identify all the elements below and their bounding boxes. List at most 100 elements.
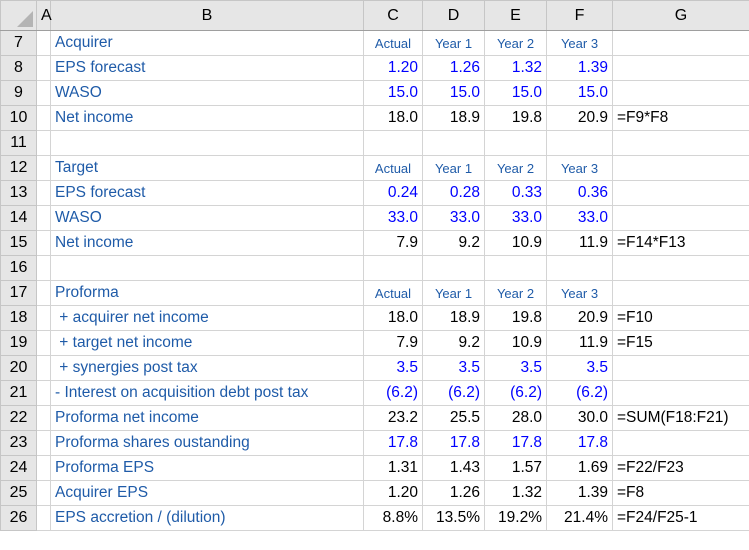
value-cell[interactable]: 15.0: [422, 80, 485, 106]
value-cell[interactable]: [546, 255, 613, 281]
formula-note-cell[interactable]: =F24/F25-1: [612, 505, 749, 531]
cell-a[interactable]: [36, 180, 51, 206]
value-cell[interactable]: 3.5: [422, 355, 485, 381]
value-cell[interactable]: [422, 130, 485, 156]
row-label-cell[interactable]: WASO: [50, 80, 364, 106]
row-header[interactable]: 10: [0, 105, 37, 131]
formula-note-cell[interactable]: [612, 55, 749, 81]
row-header[interactable]: 23: [0, 430, 37, 456]
row-label-cell[interactable]: WASO: [50, 205, 364, 231]
row-header[interactable]: 8: [0, 55, 37, 81]
row-label-cell[interactable]: Target: [50, 155, 364, 181]
value-cell[interactable]: Year 2: [484, 30, 547, 56]
value-cell[interactable]: 1.57: [484, 455, 547, 481]
value-cell[interactable]: 9.2: [422, 330, 485, 356]
cell-a[interactable]: [36, 55, 51, 81]
value-cell[interactable]: 0.33: [484, 180, 547, 206]
value-cell[interactable]: 21.4%: [546, 505, 613, 531]
row-label-cell[interactable]: Proforma shares oustanding: [50, 430, 364, 456]
cell-a[interactable]: [36, 105, 51, 131]
value-cell[interactable]: 18.0: [363, 305, 423, 331]
value-cell[interactable]: Year 1: [422, 30, 485, 56]
column-header-a[interactable]: A: [36, 0, 52, 31]
row-header[interactable]: 25: [0, 480, 37, 506]
value-cell[interactable]: 0.36: [546, 180, 613, 206]
value-cell[interactable]: 13.5%: [422, 505, 485, 531]
value-cell[interactable]: 15.0: [484, 80, 547, 106]
row-header[interactable]: 18: [0, 305, 37, 331]
value-cell[interactable]: Year 3: [546, 155, 613, 181]
row-header[interactable]: 20: [0, 355, 37, 381]
cell-a[interactable]: [36, 405, 51, 431]
row-header[interactable]: 7: [0, 30, 37, 56]
row-header[interactable]: 22: [0, 405, 37, 431]
row-header[interactable]: 16: [0, 255, 37, 281]
cell-a[interactable]: [36, 280, 51, 306]
row-label-cell[interactable]: Proforma: [50, 280, 364, 306]
value-cell[interactable]: 18.9: [422, 305, 485, 331]
row-label-cell[interactable]: + target net income: [50, 330, 364, 356]
value-cell[interactable]: 17.8: [422, 430, 485, 456]
column-header-c[interactable]: C: [363, 0, 423, 31]
formula-note-cell[interactable]: =F15: [612, 330, 749, 356]
value-cell[interactable]: 0.24: [363, 180, 423, 206]
value-cell[interactable]: 17.8: [546, 430, 613, 456]
value-cell[interactable]: 10.9: [484, 330, 547, 356]
value-cell[interactable]: [363, 255, 423, 281]
value-cell[interactable]: 33.0: [484, 205, 547, 231]
cell-a[interactable]: [36, 205, 51, 231]
row-label-cell[interactable]: Acquirer: [50, 30, 364, 56]
value-cell[interactable]: 1.32: [484, 55, 547, 81]
formula-note-cell[interactable]: =F9*F8: [612, 105, 749, 131]
value-cell[interactable]: (6.2): [363, 380, 423, 406]
formula-note-cell[interactable]: =F10: [612, 305, 749, 331]
row-header[interactable]: 17: [0, 280, 37, 306]
row-label-cell[interactable]: EPS accretion / (dilution): [50, 505, 364, 531]
formula-note-cell[interactable]: [612, 205, 749, 231]
row-header[interactable]: 12: [0, 155, 37, 181]
value-cell[interactable]: Year 2: [484, 155, 547, 181]
row-label-cell[interactable]: Net income: [50, 105, 364, 131]
row-label-cell[interactable]: [50, 255, 364, 281]
value-cell[interactable]: 1.32: [484, 480, 547, 506]
cell-a[interactable]: [36, 80, 51, 106]
column-header-g[interactable]: G: [612, 0, 749, 31]
value-cell[interactable]: 18.9: [422, 105, 485, 131]
value-cell[interactable]: (6.2): [422, 380, 485, 406]
row-header[interactable]: 15: [0, 230, 37, 256]
value-cell[interactable]: 11.9: [546, 330, 613, 356]
value-cell[interactable]: 17.8: [484, 430, 547, 456]
value-cell[interactable]: 1.20: [363, 55, 423, 81]
value-cell[interactable]: 1.31: [363, 455, 423, 481]
value-cell[interactable]: 3.5: [546, 355, 613, 381]
value-cell[interactable]: 3.5: [484, 355, 547, 381]
value-cell[interactable]: 1.69: [546, 455, 613, 481]
formula-note-cell[interactable]: =F8: [612, 480, 749, 506]
value-cell[interactable]: Actual: [363, 280, 423, 306]
row-label-cell[interactable]: [50, 130, 364, 156]
cell-a[interactable]: [36, 305, 51, 331]
formula-note-cell[interactable]: [612, 80, 749, 106]
value-cell[interactable]: 7.9: [363, 230, 423, 256]
formula-note-cell[interactable]: [612, 130, 749, 156]
formula-note-cell[interactable]: [612, 430, 749, 456]
select-all-button[interactable]: [0, 0, 37, 31]
cell-a[interactable]: [36, 480, 51, 506]
row-label-cell[interactable]: + synergies post tax: [50, 355, 364, 381]
row-label-cell[interactable]: EPS forecast: [50, 180, 364, 206]
value-cell[interactable]: 23.2: [363, 405, 423, 431]
cell-a[interactable]: [36, 330, 51, 356]
formula-note-cell[interactable]: [612, 155, 749, 181]
row-header[interactable]: 14: [0, 205, 37, 231]
value-cell[interactable]: [363, 130, 423, 156]
row-header[interactable]: 24: [0, 455, 37, 481]
value-cell[interactable]: 9.2: [422, 230, 485, 256]
value-cell[interactable]: 3.5: [363, 355, 423, 381]
cell-a[interactable]: [36, 380, 51, 406]
value-cell[interactable]: 20.9: [546, 105, 613, 131]
value-cell[interactable]: 10.9: [484, 230, 547, 256]
row-label-cell[interactable]: EPS forecast: [50, 55, 364, 81]
row-label-cell[interactable]: Net income: [50, 230, 364, 256]
value-cell[interactable]: 15.0: [363, 80, 423, 106]
formula-note-cell[interactable]: [612, 280, 749, 306]
